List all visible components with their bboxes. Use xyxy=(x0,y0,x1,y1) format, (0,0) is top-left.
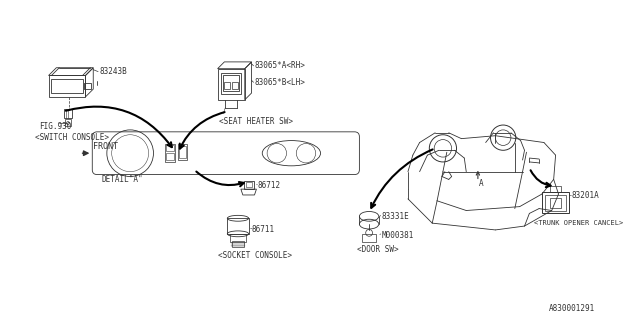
Text: <TRUNK OPENER CANCEL>: <TRUNK OPENER CANCEL> xyxy=(534,220,623,226)
Text: A: A xyxy=(479,179,483,188)
Text: <SWITCH CONSOLE>: <SWITCH CONSOLE> xyxy=(35,133,109,142)
Bar xyxy=(166,145,174,151)
Bar xyxy=(49,76,86,97)
Bar xyxy=(51,79,83,93)
Bar xyxy=(225,82,230,89)
Bar xyxy=(166,153,174,160)
Bar xyxy=(550,186,561,192)
Text: <DOOR SW>: <DOOR SW> xyxy=(358,245,399,254)
Text: 86711: 86711 xyxy=(252,225,275,235)
Bar xyxy=(223,75,239,91)
Bar xyxy=(178,144,188,160)
Bar xyxy=(545,195,566,211)
Bar xyxy=(230,234,246,242)
Text: A830001291: A830001291 xyxy=(549,304,595,313)
Text: 83243B: 83243B xyxy=(99,67,127,76)
Bar xyxy=(232,241,244,247)
Bar xyxy=(550,198,561,208)
Text: FIG.930: FIG.930 xyxy=(39,122,71,131)
Bar xyxy=(84,83,92,89)
Bar xyxy=(179,147,186,158)
Text: 83065*B<LH>: 83065*B<LH> xyxy=(255,78,305,87)
Text: M000381: M000381 xyxy=(381,231,414,240)
Text: 83201A: 83201A xyxy=(571,191,599,200)
Bar xyxy=(165,144,175,162)
Text: <SOCKET CONSOLE>: <SOCKET CONSOLE> xyxy=(218,251,292,260)
Bar xyxy=(246,182,252,187)
Text: <SEAT HEATER SW>: <SEAT HEATER SW> xyxy=(218,117,292,126)
Text: 83331E: 83331E xyxy=(381,212,410,221)
Bar xyxy=(221,73,241,94)
Text: DETAIL"A": DETAIL"A" xyxy=(102,175,143,184)
Bar xyxy=(227,218,249,234)
Bar xyxy=(64,108,72,118)
Bar xyxy=(218,69,244,100)
Text: 86712: 86712 xyxy=(257,181,280,190)
Bar xyxy=(362,234,376,242)
Bar xyxy=(542,192,569,213)
Text: 83065*A<RH>: 83065*A<RH> xyxy=(255,61,305,70)
Bar xyxy=(65,119,71,126)
Bar xyxy=(232,82,238,89)
Bar xyxy=(244,181,253,189)
Text: FRONT: FRONT xyxy=(93,142,118,151)
